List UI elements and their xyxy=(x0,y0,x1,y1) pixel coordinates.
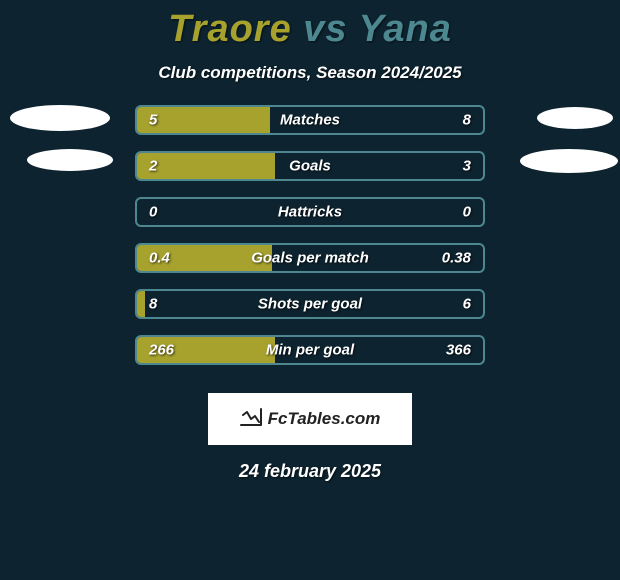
player1-photo-placeholder-2 xyxy=(27,149,113,171)
stat-bar-goals: 2 Goals 3 xyxy=(135,151,485,181)
stat-value-right: 0 xyxy=(463,204,471,221)
stat-value-right: 8 xyxy=(463,112,471,129)
stat-value-right: 0.38 xyxy=(442,250,471,267)
stat-bar-matches: 5 Matches 8 xyxy=(135,105,485,135)
stat-bar-goals-per-match: 0.4 Goals per match 0.38 xyxy=(135,243,485,273)
logo-text: FcTables.com xyxy=(268,409,381,429)
stat-value-left: 266 xyxy=(149,342,174,359)
stat-label: Goals per match xyxy=(251,250,369,267)
stat-label: Matches xyxy=(280,112,340,129)
player2-photo-placeholder-1 xyxy=(537,107,613,129)
stat-bars: 5 Matches 8 2 Goals 3 0 Hattricks 0 0.4 Goals per … xyxy=(135,105,485,365)
stat-label: Goals xyxy=(289,158,331,175)
stat-value-left: 0 xyxy=(149,204,157,221)
stat-value-right: 366 xyxy=(446,342,471,359)
stat-label: Hattricks xyxy=(278,204,342,221)
stat-value-left: 8 xyxy=(149,296,157,313)
comparison-title: Traore vs Yana xyxy=(0,0,620,51)
stat-fill xyxy=(137,153,275,179)
stat-value-right: 6 xyxy=(463,296,471,313)
stat-bar-shots-per-goal: 8 Shots per goal 6 xyxy=(135,289,485,319)
stat-value-left: 0.4 xyxy=(149,250,170,267)
comparison-chart: 5 Matches 8 2 Goals 3 0 Hattricks 0 0.4 Goals per … xyxy=(0,105,620,365)
subtitle: Club competitions, Season 2024/2025 xyxy=(0,63,620,83)
chart-icon xyxy=(240,408,262,431)
player2-name: Yana xyxy=(358,8,451,50)
stat-value-left: 2 xyxy=(149,158,157,175)
date-label: 24 february 2025 xyxy=(0,461,620,482)
vs-label: vs xyxy=(303,8,347,50)
player2-photo-placeholder-2 xyxy=(520,149,618,173)
stat-value-left: 5 xyxy=(149,112,157,129)
stat-fill xyxy=(137,291,145,317)
stat-bar-hattricks: 0 Hattricks 0 xyxy=(135,197,485,227)
stat-bar-min-per-goal: 266 Min per goal 366 xyxy=(135,335,485,365)
player1-photo-placeholder-1 xyxy=(10,105,110,131)
fctables-logo: FcTables.com xyxy=(208,393,412,445)
stat-label: Min per goal xyxy=(266,342,354,359)
stat-label: Shots per goal xyxy=(258,296,362,313)
player1-name: Traore xyxy=(168,8,292,50)
stat-value-right: 3 xyxy=(463,158,471,175)
